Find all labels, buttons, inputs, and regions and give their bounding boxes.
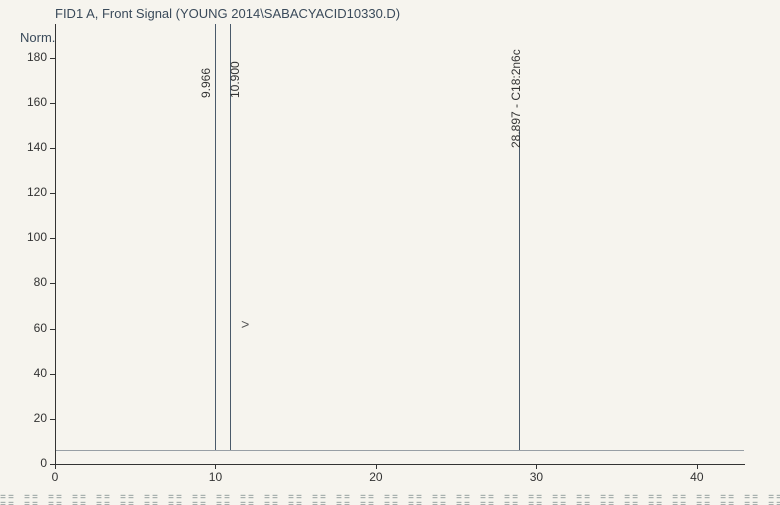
peak-label: 10.900 (228, 61, 242, 98)
y-tick (50, 58, 55, 59)
y-tick (50, 103, 55, 104)
chart-title: FID1 A, Front Signal (YOUNG 2014\SABACYA… (55, 6, 400, 21)
y-tick-label: 120 (17, 185, 47, 199)
y-axis (55, 24, 56, 464)
y-tick (50, 193, 55, 194)
y-tick-label: 60 (17, 321, 47, 335)
y-tick (50, 148, 55, 149)
y-tick-label: 140 (17, 140, 47, 154)
baseline-trace (56, 450, 744, 451)
x-tick (536, 464, 537, 469)
x-tick-label: 0 (40, 470, 70, 484)
x-tick-label: 30 (521, 470, 551, 484)
chromatogram-plot: 0102030400204060801001201401601809.96610… (55, 24, 745, 464)
y-tick-label: 0 (17, 456, 47, 470)
y-tick-label: 160 (17, 95, 47, 109)
y-axis-label: Norm. (20, 30, 55, 45)
footer-separator-2: == == == == == == == == == == == == == =… (0, 500, 780, 505)
x-tick (55, 464, 56, 469)
x-tick-label: 20 (361, 470, 391, 484)
peak-label: 28.897 - C18:2n6c (509, 49, 523, 148)
peak-label: 9.966 (199, 68, 213, 98)
x-axis (55, 464, 745, 465)
x-tick (376, 464, 377, 469)
x-tick (215, 464, 216, 469)
peak (519, 130, 520, 450)
y-tick (50, 283, 55, 284)
y-tick-label: 180 (17, 50, 47, 64)
x-tick-label: 10 (200, 470, 230, 484)
y-tick (50, 329, 55, 330)
y-tick (50, 464, 55, 465)
stray-mark: > (241, 316, 249, 332)
y-tick-label: 100 (17, 230, 47, 244)
y-tick (50, 238, 55, 239)
x-tick (697, 464, 698, 469)
y-tick-label: 80 (17, 275, 47, 289)
peak (215, 24, 216, 450)
y-tick-label: 20 (17, 411, 47, 425)
y-tick (50, 419, 55, 420)
y-tick-label: 40 (17, 366, 47, 380)
y-tick (50, 374, 55, 375)
x-tick-label: 40 (682, 470, 712, 484)
